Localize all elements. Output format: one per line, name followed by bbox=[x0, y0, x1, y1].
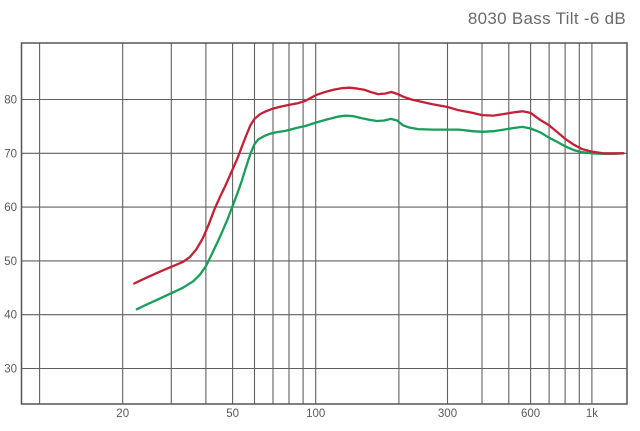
red-response-curve bbox=[133, 86, 625, 285]
svg-text:60: 60 bbox=[4, 202, 17, 214]
svg-text:600: 600 bbox=[521, 408, 540, 420]
chart-title: 8030 Bass Tilt -6 dB bbox=[467, 9, 626, 28]
x-gridlines bbox=[39, 43, 593, 404]
x-tick-labels: 20 50 100 300 600 1k bbox=[116, 408, 598, 420]
svg-text:30: 30 bbox=[4, 364, 17, 376]
y-tick-labels: 30 40 50 60 70 80 bbox=[4, 95, 17, 376]
svg-text:20: 20 bbox=[116, 408, 129, 420]
svg-text:80: 80 bbox=[4, 95, 17, 107]
svg-text:50: 50 bbox=[4, 256, 17, 268]
svg-text:70: 70 bbox=[4, 148, 17, 160]
y-gridlines bbox=[21, 98, 627, 370]
svg-text:300: 300 bbox=[438, 408, 457, 420]
svg-text:40: 40 bbox=[4, 310, 17, 322]
green-response-curve bbox=[135, 114, 625, 311]
svg-text:1k: 1k bbox=[586, 408, 598, 420]
svg-text:100: 100 bbox=[306, 408, 325, 420]
svg-text:50: 50 bbox=[226, 408, 239, 420]
plot-border bbox=[20, 42, 628, 405]
